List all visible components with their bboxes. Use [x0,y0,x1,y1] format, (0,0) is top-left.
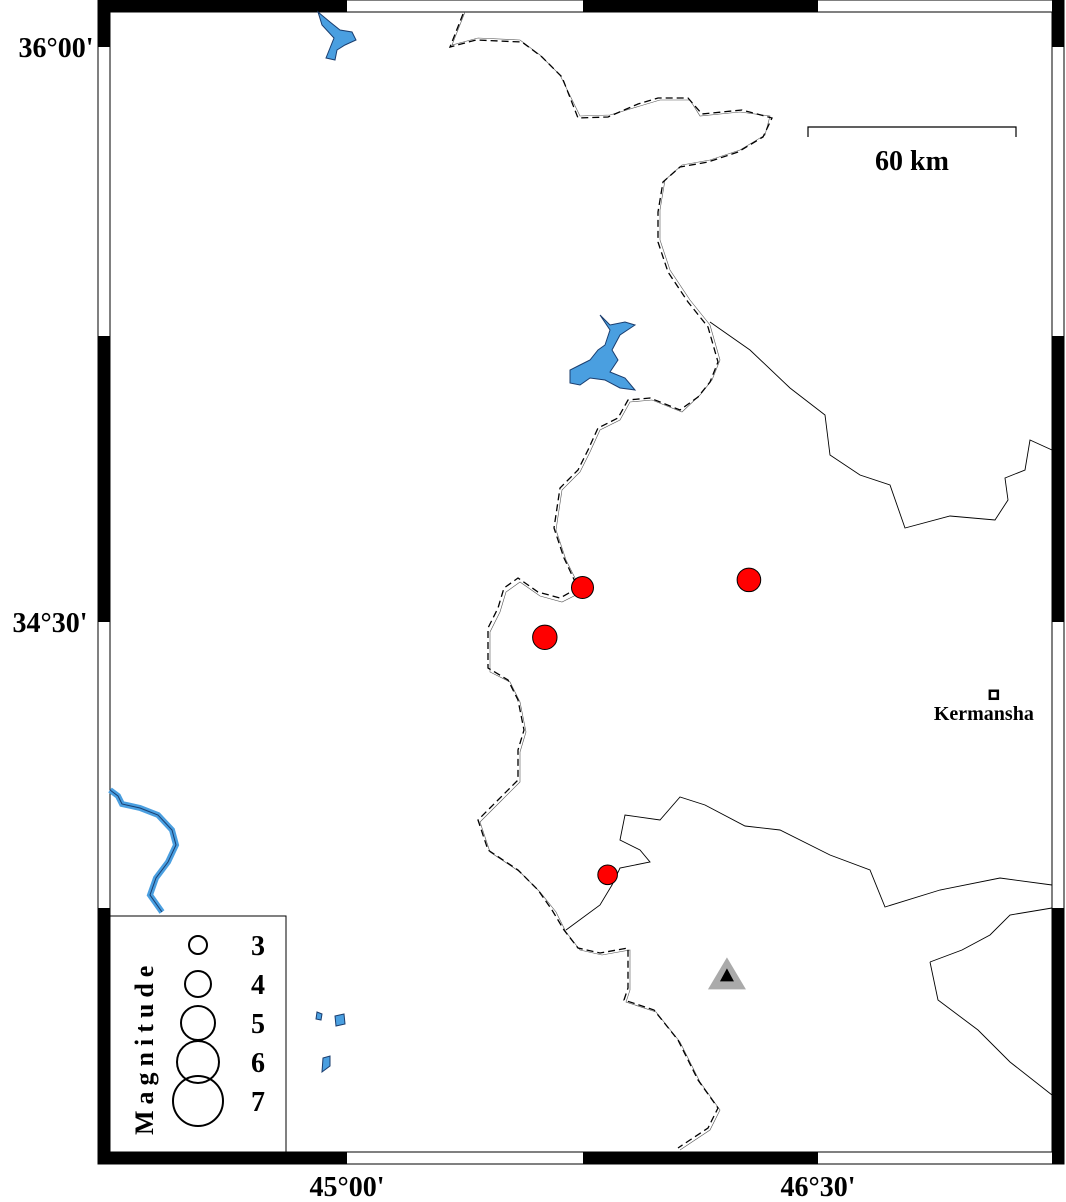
lat-label-36: 36°00' [19,33,94,64]
triangle-inner-icon [719,968,734,982]
legend-circle [172,1075,224,1127]
river-tigris-edge [109,789,177,913]
legend-circle [188,935,208,955]
frame-segment [583,0,818,12]
earthquake-event[interactable] [571,576,594,600]
legend-label: 3 [251,931,265,962]
city-kermansha: Kermansha [934,689,1034,725]
islet-1 [315,1011,323,1021]
legend-label: 6 [251,1048,265,1079]
legend-label: 4 [251,970,265,1001]
frame-segment [98,0,110,47]
islet-2 [334,1013,346,1027]
scale-bar: 60 km [807,126,1017,177]
frame-segment [98,1152,347,1164]
province-line-2 [565,796,1053,931]
earthquake-events [532,567,762,886]
lake-dukan [569,314,637,391]
legend-title: Magnitude [130,960,159,1135]
frame-segment [1052,0,1064,47]
province-line-3 [929,907,1053,963]
magnitude-legend: Magnitude 3 4 5 6 7 [109,915,287,1153]
lake-north [317,10,357,61]
lon-label-46-30: 46°30' [781,1172,856,1202]
frame-segment [98,908,110,1164]
islet-3 [321,1055,331,1074]
international-border-dashed [448,13,773,1149]
city-label: Kermansha [934,703,1034,725]
lat-label-34-30: 34°30' [13,608,88,639]
legend-circle [184,970,212,998]
scale-bar-label: 60 km [875,146,949,177]
earthquake-event[interactable] [532,624,558,651]
earthquake-event[interactable] [736,567,762,593]
earthquake-event[interactable] [597,864,618,886]
legend-circle [176,1040,220,1084]
square-marker-icon [988,689,1000,701]
province-line-1 [709,321,1053,529]
province-line-4 [929,961,1053,1096]
legend-label: 5 [251,1009,265,1040]
frame-segment [98,0,347,12]
frame-segment [583,1152,818,1164]
frame-segment [1052,336,1064,622]
frame-segment [98,336,110,622]
water-bodies [315,10,637,1074]
international-border-solid [451,11,771,1151]
legend-label: 7 [251,1087,265,1118]
seismic-station [707,957,746,990]
lon-label-45: 45°00' [310,1172,385,1202]
boundaries [448,11,1053,1151]
frame-segment [1052,908,1064,1164]
